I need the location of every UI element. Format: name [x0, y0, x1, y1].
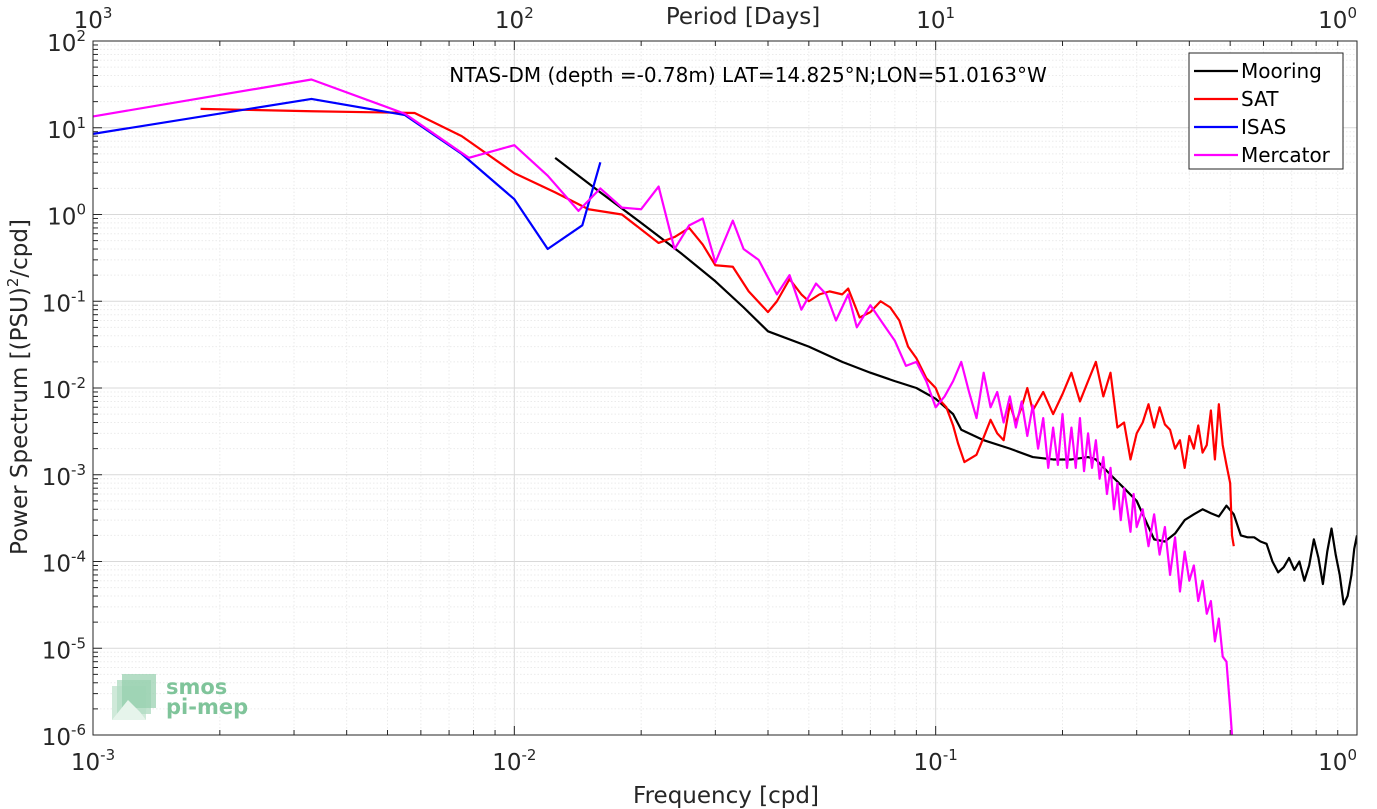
y-tick-label: 100	[47, 201, 86, 231]
y-tick-label: 101	[47, 114, 86, 144]
top-tick-label: 101	[916, 4, 955, 34]
y-tick-label: 10-5	[42, 634, 86, 664]
chart-title: NTAS-DM (depth =-0.78m) LAT=14.825°N;LON…	[449, 63, 1047, 87]
top-tick-label: 103	[74, 4, 113, 34]
smos-pimep-logo: smos pi-mep	[112, 674, 248, 720]
series-group	[93, 78, 1357, 735]
x-tick-label: 10-3	[71, 746, 115, 776]
y-tick-label: 10-3	[42, 461, 86, 491]
x-axis-label: Frequency [cpd]	[633, 783, 819, 809]
series-line-sat	[200, 107, 1235, 547]
logo-text-pimep: pi-mep	[166, 695, 248, 719]
y-tick-label: 10-1	[42, 287, 86, 317]
x-tick-label: 10-1	[914, 746, 958, 776]
y-tick-label: 10-4	[42, 548, 86, 578]
y-tick-label: 102	[47, 27, 86, 57]
top-axis-label: Period [Days]	[666, 4, 820, 30]
top-tick-label: 102	[495, 4, 534, 34]
x-tick-label: 100	[1318, 746, 1357, 776]
axis-ticks	[92, 40, 1358, 736]
top-tick-label: 100	[1318, 4, 1357, 34]
logo-graphic-icon	[112, 674, 156, 720]
legend: Mooring SAT ISAS Mercator	[1188, 52, 1344, 170]
logo-text-smos: smos	[166, 675, 227, 699]
legend-box	[1188, 52, 1344, 170]
y-tick-label: 10-6	[42, 721, 86, 751]
legend-label-mercator: Mercator	[1241, 143, 1331, 167]
series-line-mercator	[93, 78, 1234, 735]
series-line-mooring	[554, 156, 1357, 606]
y-tick-label: 10-2	[42, 374, 86, 404]
series-line-isas	[93, 97, 602, 251]
x-tick-label: 10-2	[492, 746, 536, 776]
legend-label-mooring: Mooring	[1241, 59, 1322, 83]
legend-label-sat: SAT	[1241, 87, 1279, 111]
legend-label-isas: ISAS	[1241, 115, 1286, 139]
y-axis-label: Power Spectrum [(PSU)2/cpd]	[4, 219, 33, 555]
